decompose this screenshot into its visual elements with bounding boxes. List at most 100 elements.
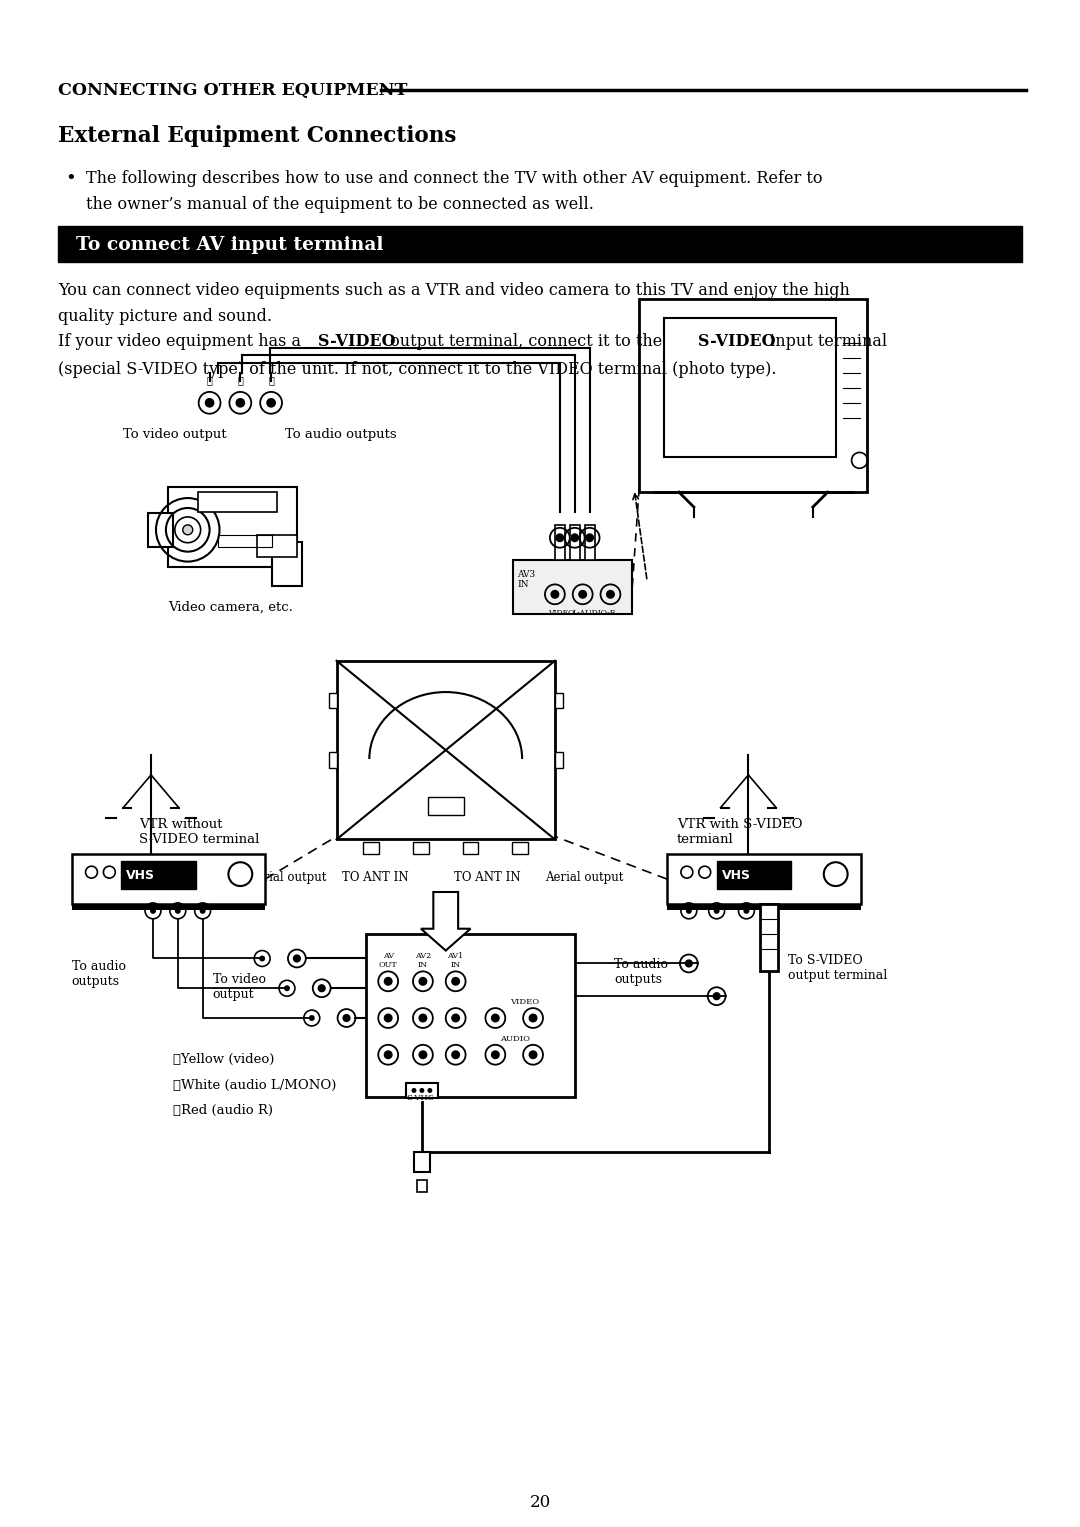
Circle shape [743, 909, 750, 913]
FancyArrow shape [421, 892, 471, 950]
Circle shape [259, 956, 265, 962]
Bar [760, 904, 779, 971]
Circle shape [686, 909, 692, 913]
Bar [555, 753, 563, 768]
Text: If your video equipment has a: If your video equipment has a [57, 333, 306, 350]
Text: VIDEO: VIDEO [548, 609, 575, 617]
Circle shape [200, 909, 205, 913]
Text: S-VHS: S-VHS [406, 1095, 434, 1102]
Bar [121, 861, 195, 889]
Circle shape [428, 1087, 432, 1093]
Text: (special S-VIDEO type) of the unit. If not, connect it to the VIDEO terminal (ph: (special S-VIDEO type) of the unit. If n… [57, 360, 777, 379]
Circle shape [714, 909, 719, 913]
Circle shape [384, 1014, 392, 1022]
Text: AV3
IN: AV3 IN [517, 570, 536, 589]
Bar [167, 487, 297, 567]
Text: TO ANT IN: TO ANT IN [454, 872, 521, 884]
Text: ⓡRed (audio R): ⓡRed (audio R) [173, 1104, 273, 1118]
Text: ⓨYellow (video): ⓨYellow (video) [173, 1052, 274, 1066]
Circle shape [411, 1087, 417, 1093]
Text: AUDIO: AUDIO [500, 1035, 530, 1043]
Text: 20: 20 [529, 1495, 551, 1512]
Text: S-VIDEO: S-VIDEO [318, 333, 395, 350]
Text: output terminal, connect it to the: output terminal, connect it to the [386, 333, 667, 350]
Text: To connect AV input terminal: To connect AV input terminal [76, 237, 383, 253]
Circle shape [491, 1051, 499, 1058]
Bar [417, 1180, 427, 1191]
Text: S-VIDEO: S-VIDEO [698, 333, 775, 350]
Bar [413, 843, 429, 854]
Text: Aerial output: Aerial output [248, 872, 326, 884]
Circle shape [585, 534, 593, 542]
Circle shape [419, 1014, 427, 1022]
Text: You can connect video equipments such as a VTR and video camera to this TV and e: You can connect video equipments such as… [57, 282, 850, 299]
Text: •: • [66, 169, 77, 188]
Text: input terminal: input terminal [766, 333, 888, 350]
Circle shape [529, 1051, 537, 1058]
Circle shape [451, 1051, 459, 1058]
Circle shape [529, 1014, 537, 1022]
Bar [363, 843, 379, 854]
Text: VHS: VHS [126, 869, 156, 881]
Text: ⓦ: ⓦ [238, 377, 243, 385]
Bar [272, 542, 301, 586]
Bar [664, 319, 836, 458]
Bar [512, 843, 528, 854]
Bar [667, 904, 861, 910]
Bar [414, 1151, 430, 1171]
Circle shape [343, 1014, 350, 1022]
Circle shape [419, 1087, 424, 1093]
Text: VTR without
S-VIDEO terminal: VTR without S-VIDEO terminal [139, 818, 259, 846]
Bar [257, 534, 297, 557]
Text: To audio
outputs: To audio outputs [615, 959, 669, 986]
Bar [217, 534, 272, 547]
Text: ⓦWhite (audio L/MONO): ⓦWhite (audio L/MONO) [173, 1078, 336, 1092]
Circle shape [205, 399, 214, 408]
Bar [148, 513, 173, 547]
Text: The following describes how to use and connect the TV with other AV equipment. R: The following describes how to use and c… [85, 169, 822, 186]
Circle shape [284, 985, 289, 991]
Circle shape [607, 591, 615, 599]
Text: CONNECTING OTHER EQUIPMENT: CONNECTING OTHER EQUIPMENT [57, 82, 407, 99]
Bar [71, 854, 265, 904]
Bar [328, 753, 337, 768]
Text: Video camera, etc.: Video camera, etc. [167, 602, 293, 614]
Bar [513, 559, 632, 614]
Text: TO ANT IN: TO ANT IN [341, 872, 408, 884]
Circle shape [686, 960, 692, 967]
Text: To audio
outputs: To audio outputs [71, 960, 125, 988]
Bar [462, 843, 478, 854]
Text: Aerial output: Aerial output [545, 872, 623, 884]
Circle shape [571, 534, 579, 542]
Circle shape [491, 1014, 499, 1022]
Bar [198, 492, 278, 512]
Circle shape [556, 534, 564, 542]
Text: ⓡ: ⓡ [268, 377, 274, 385]
Circle shape [579, 591, 586, 599]
Text: ⓨ: ⓨ [206, 377, 213, 385]
Circle shape [384, 1051, 392, 1058]
Bar [57, 226, 1023, 263]
Bar [428, 797, 463, 814]
Text: quality picture and sound.: quality picture and sound. [57, 307, 272, 325]
Circle shape [237, 399, 244, 408]
Bar [639, 299, 867, 492]
Circle shape [451, 977, 459, 985]
Bar [570, 525, 580, 559]
Text: AV1
IN: AV1 IN [447, 951, 463, 968]
Bar [328, 693, 337, 709]
Bar [667, 854, 861, 904]
Text: the owner’s manual of the equipment to be connected as well.: the owner’s manual of the equipment to b… [85, 197, 593, 214]
Text: To S-VIDEO
output terminal: To S-VIDEO output terminal [788, 953, 888, 982]
Bar [717, 861, 791, 889]
Circle shape [419, 977, 427, 985]
Bar [555, 525, 565, 559]
Circle shape [419, 1051, 427, 1058]
Circle shape [183, 525, 192, 534]
Bar [555, 693, 563, 709]
Circle shape [384, 977, 392, 985]
Text: External Equipment Connections: External Equipment Connections [57, 125, 456, 147]
Text: L-AUDIO-R: L-AUDIO-R [572, 609, 617, 617]
Text: AV2
IN: AV2 IN [415, 951, 431, 968]
Text: VHS: VHS [721, 869, 751, 881]
